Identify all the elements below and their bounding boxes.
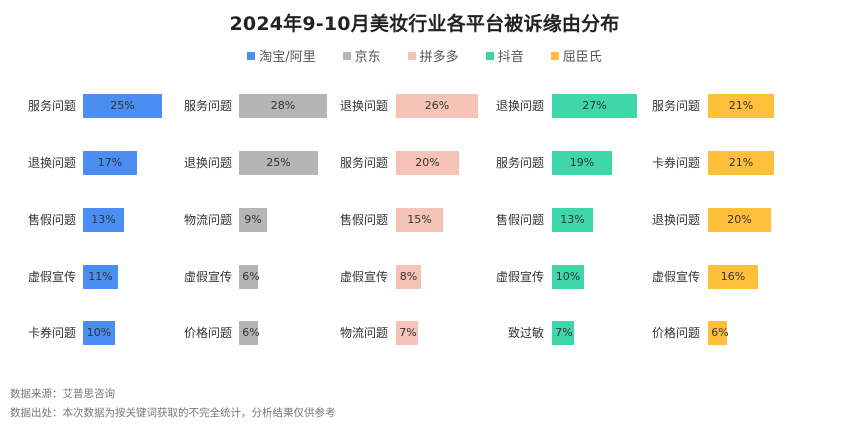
value-label: 11% [88, 270, 113, 283]
category-label: 虚假宣传 [28, 270, 77, 284]
value-label: 25% [110, 99, 135, 112]
category-label: 卡券问题 [28, 326, 77, 340]
value-label: 9% [244, 213, 262, 226]
bar [708, 94, 774, 118]
legend-label: 淘宝/阿里 [259, 50, 316, 65]
value-label: 7% [555, 326, 573, 339]
value-label: 25% [266, 156, 291, 169]
bar [552, 208, 593, 232]
category-label: 退换问题 [496, 99, 545, 113]
data-source: 数据来源：艾普思咨询 [10, 388, 115, 400]
value-label: 15% [407, 213, 432, 226]
category-label: 售假问题 [28, 213, 77, 227]
legend-swatch [247, 51, 256, 60]
value-label: 8% [399, 270, 418, 283]
category-label: 价格问题 [652, 326, 701, 340]
bar [239, 265, 258, 289]
legend-item-pdd: 拼多多 [407, 46, 459, 65]
category-label: 退换问题 [652, 213, 701, 227]
category-label: 退换问题 [340, 99, 389, 113]
category-label: 卡券问题 [652, 156, 701, 170]
bar [83, 151, 137, 175]
legend-swatch [485, 51, 494, 60]
category-label: 虚假宣传 [652, 270, 701, 284]
value-label: 6% [242, 270, 260, 283]
category-label: 致过敏 [508, 326, 545, 340]
bar [83, 94, 162, 118]
category-label: 服务问题 [652, 99, 701, 113]
legend-item-jd: 京东 [342, 46, 381, 65]
bar [239, 321, 258, 345]
bar [239, 208, 267, 232]
legend-swatch [342, 51, 351, 60]
bar [708, 151, 774, 175]
bar [396, 151, 459, 175]
bar [83, 265, 118, 289]
value-label: 13% [91, 213, 116, 226]
category-label: 虚假宣传 [340, 270, 389, 284]
value-label: 26% [424, 99, 450, 112]
category-label: 价格问题 [184, 326, 233, 340]
value-label: 21% [728, 156, 754, 169]
bar [83, 321, 115, 345]
value-label: 10% [555, 270, 581, 283]
chart-title: 2024年9-10月美妆行业各平台被诉缘由分布 [229, 13, 620, 35]
bar [396, 265, 421, 289]
chart-legend: 淘宝/阿里 京东 拼多多 抖音 屈臣氏 [0, 46, 849, 65]
legend-item-taobao: 淘宝/阿里 [247, 46, 316, 65]
value-label: 16% [720, 270, 746, 283]
category-label: 虚假宣传 [184, 270, 233, 284]
value-label: 20% [415, 156, 440, 169]
bar [552, 321, 574, 345]
category-label: 虚假宣传 [496, 270, 545, 284]
legend-label: 拼多多 [419, 50, 459, 65]
category-label: 服务问题 [496, 156, 545, 170]
bar [552, 151, 612, 175]
value-label: 28% [270, 99, 296, 112]
category-label: 服务问题 [340, 156, 389, 170]
category-label: 物流问题 [340, 326, 389, 340]
bar [552, 265, 584, 289]
value-label: 7% [399, 326, 417, 339]
bar [396, 208, 443, 232]
category-label: 售假问题 [340, 213, 389, 227]
value-label: 27% [582, 99, 607, 112]
data-note: 数据出处：本次数据为按关键词获取的不完全统计，分析结果仅供参考 [10, 407, 336, 419]
value-label: 6% [711, 326, 729, 339]
value-label: 19% [569, 156, 595, 169]
bar [708, 208, 771, 232]
value-label: 10% [86, 326, 112, 339]
legend-item-watsons: 屈臣氏 [550, 46, 602, 65]
legend-label: 抖音 [497, 50, 524, 65]
value-label: 6% [242, 326, 260, 339]
category-label: 退换问题 [184, 156, 233, 170]
value-label: 21% [728, 99, 754, 112]
category-label: 售假问题 [496, 213, 545, 227]
category-label: 服务问题 [184, 99, 233, 113]
bar [552, 94, 637, 118]
value-label: 13% [560, 213, 585, 226]
value-label: 20% [727, 213, 752, 226]
bar [239, 151, 318, 175]
bar [396, 321, 418, 345]
legend-swatch [407, 51, 416, 60]
legend-swatch [550, 51, 559, 60]
legend-label: 京东 [354, 50, 381, 65]
category-label: 退换问题 [28, 156, 77, 170]
legend-label: 屈臣氏 [562, 50, 602, 65]
bar [396, 94, 478, 118]
legend-item-douyin: 抖音 [485, 46, 524, 65]
bar [708, 321, 727, 345]
category-label: 服务问题 [28, 99, 77, 113]
bar [239, 94, 327, 118]
category-label: 物流问题 [184, 213, 233, 227]
bar [83, 208, 124, 232]
bar [708, 265, 758, 289]
value-label: 17% [97, 156, 123, 169]
